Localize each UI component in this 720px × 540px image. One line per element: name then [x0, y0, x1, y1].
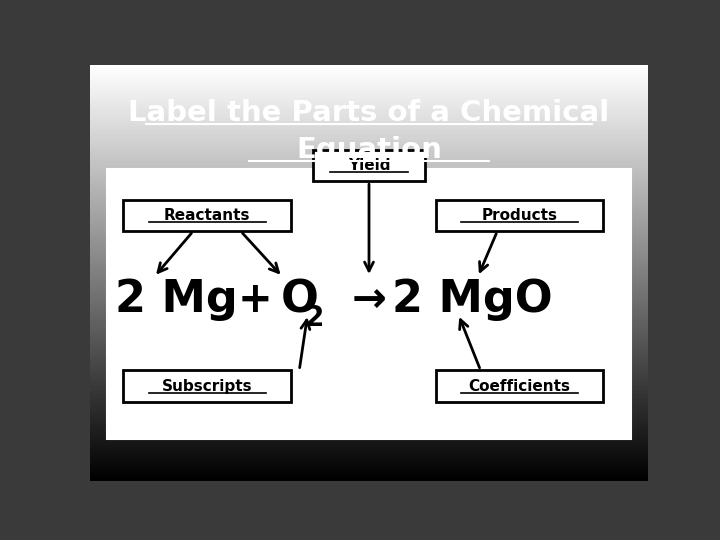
Text: Equation: Equation [296, 136, 442, 164]
Bar [124, 370, 291, 402]
Text: +: + [237, 279, 272, 321]
Text: O: O [280, 278, 318, 321]
Bar [436, 200, 603, 231]
Text: →: → [351, 279, 387, 321]
Bar [124, 200, 291, 231]
Bar [107, 168, 631, 439]
Text: Subscripts: Subscripts [162, 379, 253, 394]
Text: Coefficients: Coefficients [469, 379, 571, 394]
Bar [313, 150, 425, 181]
Text: 2 MgO: 2 MgO [392, 278, 552, 321]
Text: 2: 2 [305, 305, 325, 333]
Text: Reactants: Reactants [164, 208, 251, 223]
Text: Products: Products [482, 208, 558, 223]
Text: 2 Mg: 2 Mg [115, 278, 238, 321]
Bar [436, 370, 603, 402]
Text: Label the Parts of a Chemical: Label the Parts of a Chemical [128, 99, 610, 126]
Text: Yield: Yield [348, 158, 390, 173]
